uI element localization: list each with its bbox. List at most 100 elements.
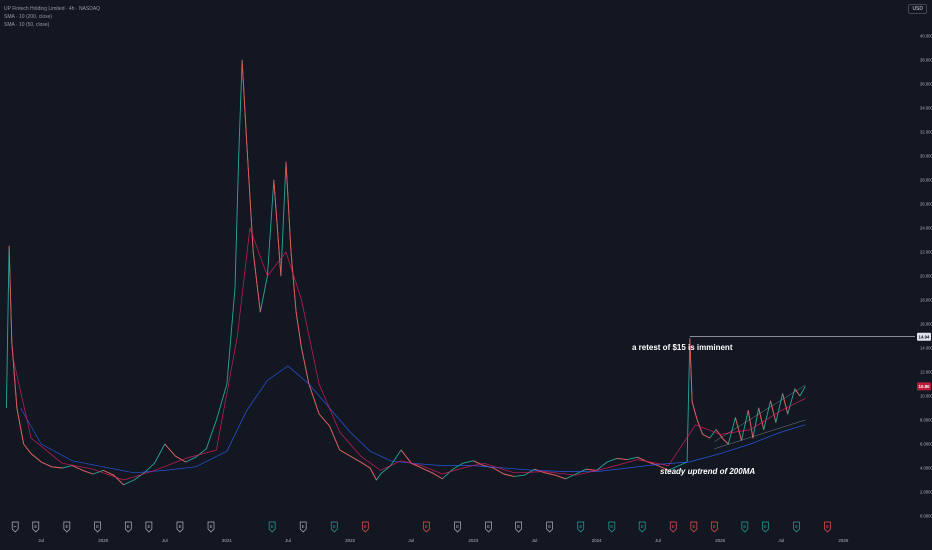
y-tick-label: 20.0000 [920,274,932,279]
x-tick-label: 2021 [222,538,233,543]
y-tick-label: 32.0000 [920,130,932,135]
event-marker[interactable]: E [361,521,369,533]
price-down-segment [473,460,485,467]
currency-button[interactable]: USD [908,4,927,14]
event-marker[interactable]: E [268,521,276,533]
event-marker[interactable]: E [690,521,698,533]
event-marker-glyph: E [826,524,829,529]
price-down-segment [349,455,361,463]
y-tick-label: 28.0000 [920,178,932,183]
event-marker[interactable]: E [546,521,554,533]
y-tick-label: 30.0000 [920,154,932,159]
price-down-segment [493,467,504,475]
event-marker-shape [690,521,698,533]
event-marker[interactable]: E [63,521,71,533]
event-marker-shape [32,521,40,533]
event-marker-shape [454,521,461,533]
event-marker[interactable]: E [793,521,800,533]
x-tick-label: Jul [655,538,661,543]
event-marker-glyph: E [271,524,274,529]
x-tick-label: Jul [162,538,168,543]
price-down-segment [301,347,310,385]
legend-sma-50[interactable]: SMA · 10 (50, close) [4,22,50,28]
event-marker-glyph: E [148,524,151,529]
price-level-layer: 14.94 10.80 [689,332,931,450]
event-marker[interactable]: E [423,521,430,533]
x-tick-label: Jul [285,538,291,543]
event-marker-glyph: E [548,524,551,529]
price-down-segment [758,407,765,430]
legend-sma-200[interactable]: SMA · 10 (200, close) [4,14,53,20]
event-marker[interactable]: E [32,521,40,533]
y-tick-label: 26.0000 [920,202,932,207]
y-tick-label: 6.0000 [920,442,932,447]
event-marker-glyph: E [333,524,336,529]
price-down-segment [747,410,754,439]
event-marker[interactable]: E [608,521,616,533]
event-marker[interactable]: E [299,521,307,533]
price-line [5,59,806,486]
price-down-segment [329,425,341,451]
event-marker[interactable]: E [207,521,215,533]
x-tick-label: Jul [532,538,538,543]
event-marker[interactable]: E [94,521,101,533]
event-marker[interactable]: E [711,521,718,533]
event-marker[interactable]: E [577,521,585,533]
event-marker[interactable]: E [454,521,461,533]
event-marker[interactable]: E [824,521,831,533]
annotation-uptrend[interactable]: steady uptrend of 200MA [660,467,755,476]
x-tick-label: Jul [778,538,784,543]
price-axis: 0.0000 2.0000 4.0000 6.0000 8.0000 10.0000 12.… [920,34,932,519]
event-marker-shape [63,521,71,533]
y-tick-label: 16.0000 [920,322,932,327]
price-down-segment [400,449,412,464]
event-marker-glyph: E [96,524,99,529]
price-down-segment [82,469,94,475]
event-marker[interactable]: E [485,521,492,533]
event-marker[interactable]: E [638,521,646,533]
y-tick-label: 0.0000 [920,514,932,519]
event-marker-shape [741,521,749,533]
annotation-retest[interactable]: a retest of $15 is imminent [632,343,733,352]
event-marker[interactable]: E [741,521,749,533]
price-down-segment [8,245,13,343]
x-tick-label: 2020 [98,538,109,543]
event-marker[interactable]: E [669,521,677,533]
event-marker[interactable]: E [176,521,184,533]
event-marker-shape [94,521,101,533]
y-tick-label: 12.0000 [920,370,932,375]
price-down-segment [782,393,789,415]
price-down-segment [41,461,52,468]
event-marker[interactable]: E [145,521,153,533]
event-marker[interactable]: E [515,521,522,533]
time-axis: Jul 2020 Jul 2021 Jul 2022 Jul 2023 Jul 2024 Jul 20… [38,538,849,543]
price-down-segment [691,401,698,421]
price-down-segment [369,467,377,481]
event-marker-glyph: E [210,524,213,529]
price-down-segment [503,473,514,477]
price-down-segment [103,469,114,476]
price-down-segment [290,251,297,313]
price-down-segment [241,59,248,145]
events-layer: ✂ E E E E E E E E E E E E E E E E E E E E E E E E E E [11,521,831,533]
last-price-tag [917,382,931,391]
channel-top-line [714,384,806,442]
sma-200-line [20,365,806,474]
event-marker[interactable]: E [762,521,769,533]
event-marker[interactable]: ✂ [11,521,19,533]
price-down-segment [16,407,25,445]
price-down-segment [295,311,302,349]
event-marker-shape [124,521,132,533]
y-tick-label: 18.0000 [920,298,932,303]
price-down-segment [23,443,32,454]
price-down-segment [72,465,83,471]
price-down-segment [113,474,124,486]
price-down-segment [544,472,556,476]
event-marker[interactable]: E [124,521,132,533]
y-tick-label: 22.0000 [920,250,932,255]
annotation-layer: a retest of $15 is imminent steady uptre… [632,343,755,476]
y-tick-label: 10.0000 [920,394,932,399]
event-marker[interactable]: E [330,521,338,533]
event-marker-glyph: E [302,524,305,529]
